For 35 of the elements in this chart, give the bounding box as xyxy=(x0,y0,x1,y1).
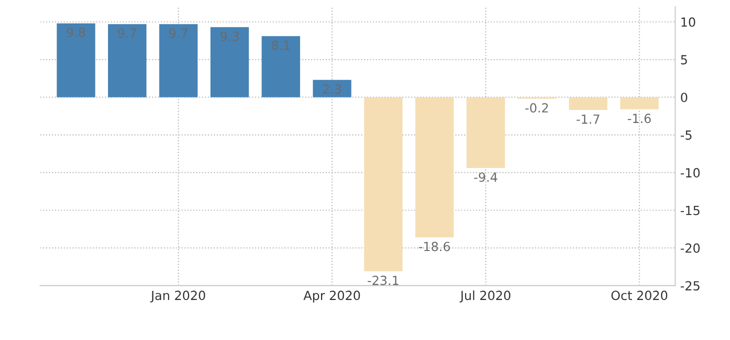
bar xyxy=(210,27,249,98)
bar xyxy=(262,36,300,98)
data-label: 9.7 xyxy=(169,28,188,38)
bar xyxy=(415,97,454,238)
data-label: 9.3 xyxy=(220,32,239,41)
bar xyxy=(56,23,96,98)
x-tick-label: Jan 2020 xyxy=(150,290,206,302)
x-tick-label: Oct 2020 xyxy=(611,290,668,300)
bar xyxy=(620,97,659,110)
data-label: 9.8 xyxy=(66,28,86,38)
y-tick-label: 5 xyxy=(681,55,687,64)
data-label: -18.6 xyxy=(418,242,450,252)
x-tick-label: Jul 2020 xyxy=(460,290,510,302)
x-tick-label: Apr 2020 xyxy=(303,290,360,303)
y-tick-label: 0 xyxy=(680,92,688,102)
y-tick-label: -25 xyxy=(680,281,700,291)
bar xyxy=(364,97,403,272)
bar xyxy=(466,97,505,168)
data-label: 9.7 xyxy=(118,28,136,38)
y-tick-label: 10 xyxy=(681,17,696,27)
y-tick-label: -15 xyxy=(680,206,700,216)
data-label: 2.3 xyxy=(323,84,342,94)
data-label: -23.1 xyxy=(368,276,398,286)
y-tick-label: -20 xyxy=(680,243,700,253)
data-label: -0.2 xyxy=(525,103,548,113)
data-label: -1.7 xyxy=(576,114,600,124)
bar xyxy=(312,80,352,98)
bar xyxy=(108,24,146,98)
data-label: 8.1 xyxy=(272,40,290,50)
bar xyxy=(159,24,198,98)
data-label: -1.6 xyxy=(628,114,651,124)
bar xyxy=(568,97,608,110)
y-tick-label: -5 xyxy=(680,130,692,140)
y-tick-label: -10 xyxy=(680,168,700,178)
data-label: -9.4 xyxy=(474,172,498,182)
